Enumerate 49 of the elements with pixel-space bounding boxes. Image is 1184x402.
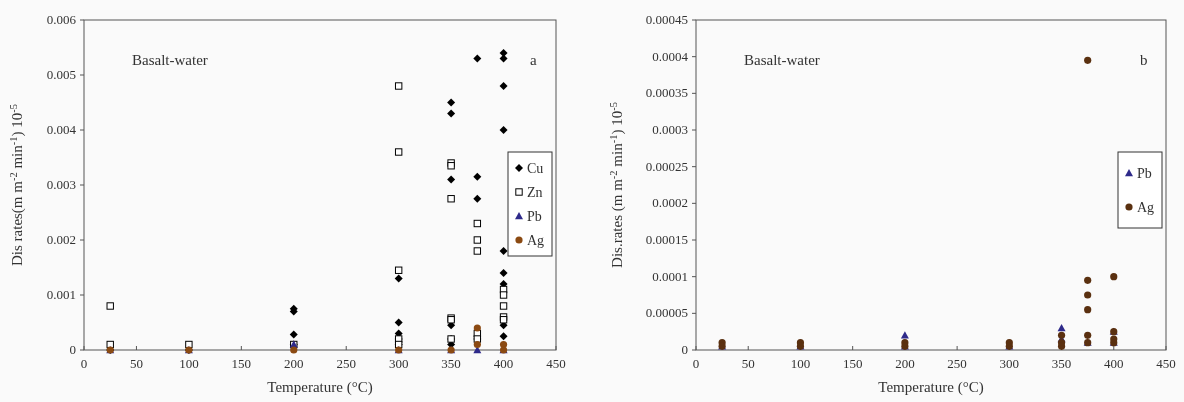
y-tick-label: 0.00025 <box>645 158 688 174</box>
x-axis-title: Temperature (°C) <box>878 379 984 396</box>
annotation: b <box>1140 52 1148 68</box>
x-tick-label: 100 <box>179 356 199 371</box>
x-tick-label: 0 <box>80 356 88 371</box>
x-tick-label: 400 <box>493 356 514 371</box>
legend-label: Pb <box>527 209 542 224</box>
x-tick-label: 100 <box>790 356 811 371</box>
x-tick-label: 450 <box>1156 356 1176 371</box>
x-tick-label: 0 <box>692 356 700 371</box>
x-tick-label: 350 <box>441 356 461 371</box>
y-tick-label: 0.00015 <box>645 232 688 247</box>
x-tick-label: 250 <box>947 356 967 371</box>
y-tick-label: 0.001 <box>46 287 76 302</box>
y-tick-label: 0.003 <box>46 177 76 192</box>
y-tick-label: 0.0001 <box>652 268 688 284</box>
x-tick-label: 250 <box>336 356 356 371</box>
y-tick-label: 0.00045 <box>645 12 688 27</box>
x-tick-label: 150 <box>842 356 863 371</box>
x-tick-label: 200 <box>895 356 915 371</box>
annotation: Basalt-water <box>132 52 208 68</box>
x-axis-title: Temperature (°C) <box>267 379 373 396</box>
annotation: Basalt-water <box>744 52 820 68</box>
x-tick-label: 300 <box>388 356 409 371</box>
x-tick-label: 50 <box>741 356 755 371</box>
x-tick-label: 400 <box>1104 356 1124 371</box>
annotation: a <box>530 52 537 68</box>
y-tick-label: 0.0004 <box>652 48 689 64</box>
x-tick-label: 350 <box>1051 356 1072 371</box>
x-tick-label: 150 <box>231 356 252 371</box>
y-tick-label: 0.00005 <box>645 305 688 321</box>
x-tick-label: 300 <box>999 356 1020 371</box>
x-tick-label: 450 <box>546 356 566 371</box>
y-tick-label: 0.0002 <box>652 195 688 211</box>
legend-label: Ag <box>527 233 545 248</box>
y-tick-label: 0.006 <box>46 12 77 27</box>
x-tick-label: 200 <box>284 356 304 371</box>
y-tick-label: 0.002 <box>46 232 76 247</box>
y-tick-label: 0.005 <box>46 67 76 82</box>
legend-label: Cu <box>527 161 544 176</box>
legend-label: Ag <box>1137 200 1155 215</box>
legend-label: Pb <box>1137 166 1152 181</box>
y-tick-label: 0.00035 <box>645 85 688 101</box>
x-tick-label: 50 <box>129 356 143 371</box>
y-tick-label: 0 <box>681 342 688 357</box>
legend-label: Zn <box>527 185 543 200</box>
y-tick-label: 0.004 <box>46 122 77 137</box>
y-tick-label: 0.0003 <box>652 122 688 137</box>
y-tick-label: 0 <box>69 342 76 357</box>
